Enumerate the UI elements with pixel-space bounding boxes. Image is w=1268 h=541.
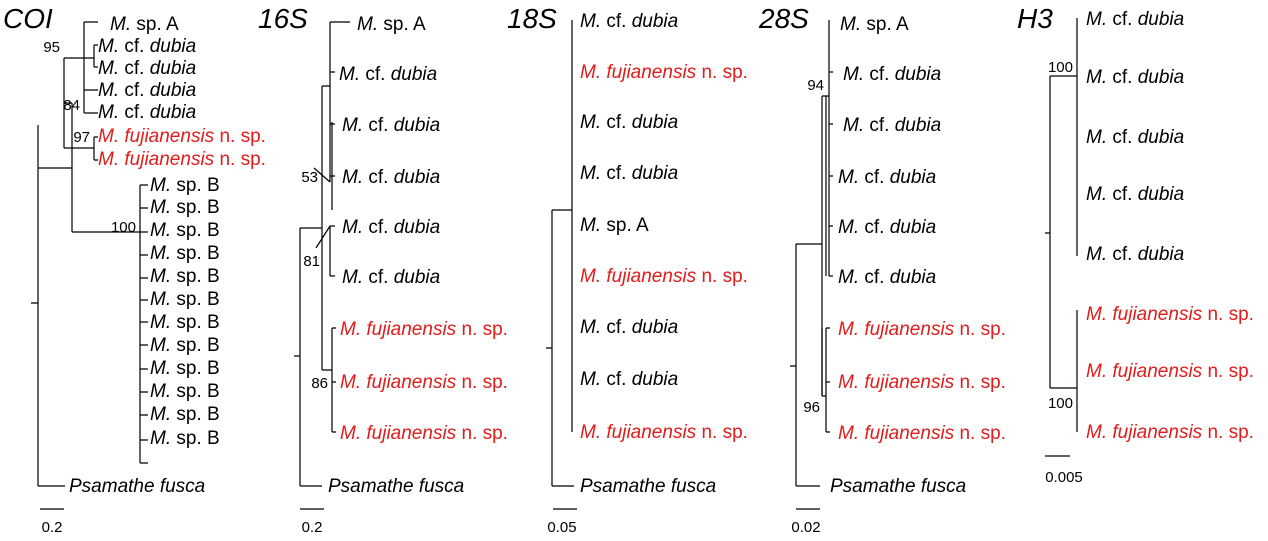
- leaf-label: M. fujianensis n. sp.: [838, 423, 1006, 444]
- support-value: 53: [301, 169, 318, 186]
- leaf-label: M. fujianensis n. sp.: [340, 372, 508, 393]
- leaf-label: M. fujianensis n. sp.: [1086, 361, 1254, 382]
- leaf-label: M. fujianensis n. sp.: [580, 422, 748, 443]
- leaf-label: M. fujianensis n. sp.: [1086, 304, 1254, 325]
- leaf-label: M. cf. dubia: [580, 369, 678, 390]
- branches-28s: [790, 20, 833, 510]
- leaf-label: M. cf. dubia: [342, 167, 440, 188]
- leaf-label: M. cf. dubia: [98, 36, 196, 57]
- leaf-label: M. cf. dubia: [342, 115, 440, 136]
- support-value: 97: [73, 129, 90, 146]
- support-value: 94: [807, 77, 824, 94]
- leaf-label: M. cf. dubia: [580, 11, 678, 32]
- support-value: 81: [303, 253, 320, 270]
- support-value: 96: [803, 399, 820, 416]
- leaf-labels-18s: M. cf. dubia M. fujianensis n. sp. M. cf. …: [580, 11, 748, 497]
- leaf-label: M. cf. dubia: [838, 217, 936, 238]
- leaf-label: M. cf. dubia: [1086, 67, 1184, 88]
- leaf-label: M. sp. B: [150, 404, 220, 425]
- gene-title-28s: 28S: [758, 3, 809, 34]
- leaf-label: M. cf. dubia: [1086, 244, 1184, 265]
- leaf-label: M. cf. dubia: [843, 64, 941, 85]
- leaf-label: Psamathe fusca: [69, 476, 205, 497]
- leaf-label: M. cf. dubia: [838, 267, 936, 288]
- tree-28s: 28S M. sp. A M. cf. dubia M. cf. dubia M. c…: [758, 3, 1006, 536]
- leaf-label: M. cf. dubia: [342, 217, 440, 238]
- branches-16s: [294, 21, 350, 510]
- leaf-label: M. sp. B: [150, 243, 220, 264]
- leaf-label: M. fujianensis n. sp.: [838, 372, 1006, 393]
- leaf-label: M. cf. dubia: [1086, 127, 1184, 148]
- leaf-label: M. fujianensis n. sp.: [1086, 422, 1254, 443]
- scale-label-16s: 0.2: [302, 519, 323, 536]
- leaf-label: M. cf. dubia: [98, 80, 196, 101]
- leaf-label: M. cf. dubia: [838, 167, 936, 188]
- leaf-label: M. fujianensis n. sp.: [838, 319, 1006, 340]
- scale-label-coi: 0.2: [42, 519, 63, 536]
- leaf-label: M. sp. B: [150, 266, 220, 287]
- leaf-label: M. sp. A: [357, 14, 426, 35]
- leaf-label: M. sp. B: [150, 335, 220, 356]
- support-value: 100: [111, 219, 136, 236]
- branches-h3: [1045, 18, 1078, 457]
- support-value: 86: [311, 375, 328, 392]
- leaf-label: M. fujianensis n. sp.: [340, 423, 508, 444]
- leaf-label: M. cf. dubia: [98, 58, 196, 79]
- leaf-label: M. fujianensis n. sp.: [98, 149, 266, 170]
- tree-16s: 16S M. sp. A M. cf. dubia M. cf. dubia M. c…: [258, 3, 508, 536]
- leaf-label: M. cf. dubia: [580, 317, 678, 338]
- leaf-label: M. fujianensis n. sp.: [340, 319, 508, 340]
- scale-label-28s: 0.02: [791, 519, 820, 536]
- leaf-label: M. fujianensis n. sp.: [98, 126, 266, 147]
- leaf-labels-28s: M. sp. A M. cf. dubia M. cf. dubia M. cf. d…: [830, 14, 1006, 497]
- leaf-label: M. cf. dubia: [1086, 9, 1184, 30]
- leaf-label: M. sp. B: [150, 220, 220, 241]
- gene-title-18s: 18S: [507, 3, 557, 34]
- gene-title-h3: H3: [1017, 3, 1053, 34]
- leaf-label: M. sp. B: [150, 175, 220, 196]
- leaf-label: M. cf. dubia: [843, 115, 941, 136]
- leaf-label: M. sp. A: [840, 14, 909, 35]
- support-value: 100: [1048, 395, 1073, 412]
- scale-label-18s: 0.05: [547, 519, 576, 536]
- leaf-labels-h3: M. cf. dubia M. cf. dubia M. cf. dubia M. c…: [1086, 9, 1254, 443]
- leaf-label: M. sp. B: [150, 197, 220, 218]
- leaf-label: M. cf. dubia: [342, 267, 440, 288]
- leaf-label: Psamathe fusca: [830, 476, 966, 497]
- gene-title-16s: 16S: [258, 3, 308, 34]
- branches-18s: [546, 20, 577, 510]
- support-value: 100: [1048, 59, 1073, 76]
- leaf-label: M. cf. dubia: [1086, 184, 1184, 205]
- leaf-label: M. sp. A: [110, 14, 179, 35]
- gene-title-coi: COI: [3, 3, 53, 34]
- leaf-label: M. fujianensis n. sp.: [580, 62, 748, 83]
- leaf-label: M. fujianensis n. sp.: [580, 266, 748, 287]
- leaf-label: M. sp. B: [150, 381, 220, 402]
- leaf-label: Psamathe fusca: [580, 476, 716, 497]
- leaf-label: M. cf. dubia: [580, 112, 678, 133]
- leaf-label: M. cf. dubia: [580, 163, 678, 184]
- leaf-labels-16s: M. sp. A M. cf. dubia M. cf. dubia M. cf. d…: [328, 14, 508, 497]
- leaf-label: M. sp. A: [580, 215, 649, 236]
- leaf-label: M. cf. dubia: [339, 64, 437, 85]
- leaf-label: M. sp. B: [150, 312, 220, 333]
- leaf-label: M. sp. B: [150, 358, 220, 379]
- branches-coi: [31, 21, 148, 510]
- scale-label-h3: 0.005: [1045, 469, 1083, 486]
- leaf-label: M. cf. dubia: [98, 102, 196, 123]
- leaf-label: M. sp. B: [150, 289, 220, 310]
- leaf-label: Psamathe fusca: [328, 476, 464, 497]
- support-value: 95: [43, 39, 60, 56]
- support-value: 84: [63, 97, 80, 114]
- leaf-label: M. sp. B: [150, 428, 220, 449]
